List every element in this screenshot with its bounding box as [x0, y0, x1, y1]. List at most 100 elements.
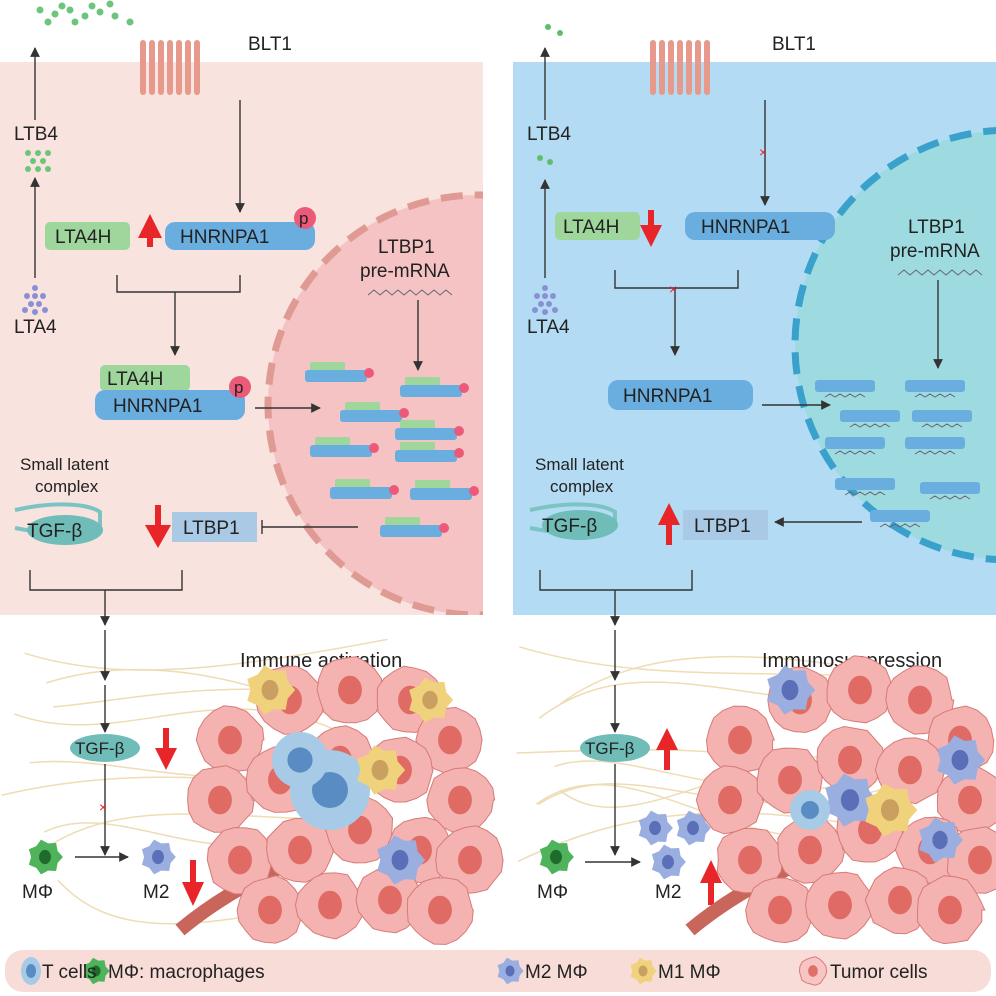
m2-cell — [676, 810, 711, 846]
tumor-cell — [695, 765, 765, 835]
lta4-dot — [550, 293, 556, 299]
tumor-cell — [916, 875, 986, 945]
transmembrane-helix — [686, 40, 692, 95]
ltb4-dot — [25, 150, 31, 156]
blt1-receptor-icon — [140, 40, 200, 95]
collagen-fiber — [559, 655, 846, 705]
m1-macrophage-nucleus — [880, 799, 900, 821]
hnrnpa1-bar — [815, 380, 875, 392]
phosphate-label: p — [299, 209, 308, 228]
transmembrane-helix — [140, 40, 146, 95]
premrna-label-line2: pre-mRNA — [890, 241, 980, 262]
tumor-cell-nucleus — [888, 885, 912, 915]
complex-lta4h-box — [100, 365, 190, 391]
tumor-cell-nucleus — [318, 890, 342, 920]
macrophage-label: MΦ — [537, 882, 568, 903]
tumor-mass-immunosuppression — [685, 655, 996, 945]
hnrnpa1-premrna-complex — [905, 380, 965, 398]
tumor-cell-nucleus — [728, 725, 752, 755]
lta4-dot — [22, 307, 28, 313]
ltb4-dots — [25, 150, 51, 172]
hnrnpa1-bar — [840, 410, 900, 422]
hnrnpa1-premrna-bound — [815, 380, 980, 528]
premrna-label-line1: LTBP1 — [908, 217, 965, 238]
tumor-cell — [936, 765, 996, 835]
tumor-cell-nucleus — [348, 815, 372, 845]
blocked-x-icon: × — [759, 144, 767, 160]
m2-macrophage — [825, 773, 878, 827]
ltbp1-box — [172, 512, 257, 542]
transmembrane-helix — [668, 40, 674, 95]
macrophage-cell — [539, 839, 574, 875]
tumor-cell — [236, 875, 306, 944]
tumor-cell-nucleus — [208, 785, 232, 815]
legend-label-tumor: Tumor cells — [830, 962, 927, 983]
ltb4-dot — [96, 8, 104, 16]
hnrnpa1-premrna-complex — [912, 410, 972, 428]
tumor-cell-nucleus — [958, 785, 982, 815]
tumor-cell — [316, 656, 385, 724]
hnrnpa1-premrna-complex — [920, 482, 980, 500]
tumor-cell — [195, 705, 265, 772]
premrna-wave — [834, 450, 876, 455]
tumor-cell-nucleus — [288, 835, 312, 865]
tgfb-bottom-ellipse — [580, 734, 650, 762]
ltbp1-down-arrow-icon — [145, 505, 171, 548]
tgfb-bottom-label: TGF-β — [75, 739, 125, 758]
lta4h-label: LTA4H — [563, 217, 619, 238]
ltb4-dot — [51, 10, 59, 18]
ltbp1-label: LTBP1 — [694, 516, 751, 537]
tumor-cell-nucleus — [778, 765, 802, 795]
ltb4-dot — [44, 18, 52, 26]
m2-macrophage-group — [638, 810, 711, 880]
lta4-dot — [538, 301, 544, 307]
hnrnpa1-premrna-complex — [815, 380, 875, 398]
hnrnpa1-bar — [912, 410, 972, 422]
phosphate-icon — [294, 207, 316, 229]
ltb4-dot — [81, 12, 89, 20]
transmembrane-helix — [659, 40, 665, 95]
hnrnpa1-bar — [410, 488, 472, 500]
macrophage-cell-nucleus — [39, 849, 51, 865]
m2-macrophage — [767, 665, 816, 715]
m1-macrophage-icon-nucleus — [638, 965, 648, 977]
transmembrane-helix — [704, 40, 710, 95]
ltb4-dot — [126, 18, 134, 26]
tumor-cell-nucleus — [798, 835, 822, 865]
tumor-cell — [435, 825, 504, 895]
tumor-cell-nucleus — [848, 675, 872, 705]
ltb4-dot — [25, 166, 31, 172]
premrna-wave-icon — [367, 289, 453, 296]
m2-label: M2 — [655, 882, 681, 903]
tumor-cell — [187, 765, 255, 833]
m2-cell — [141, 839, 176, 875]
transmembrane-helix — [167, 40, 173, 95]
hnrnpa1-bar — [870, 510, 930, 522]
complex-phosphate-label: p — [234, 378, 243, 397]
hnrnpa1-box — [685, 212, 835, 240]
ltb4-dot — [106, 0, 114, 8]
slc-label-line1: Small latent — [535, 455, 624, 474]
tumor-cell-nucleus — [768, 895, 792, 925]
tumor-cell-nucleus — [738, 845, 762, 875]
legend-label-m2: M2 MΦ — [525, 962, 588, 983]
lta4-dot — [28, 301, 34, 307]
tumor-cell-nucleus — [338, 675, 362, 705]
m2-down-arrow-icon — [182, 860, 204, 906]
m2-macrophage-nucleus — [951, 749, 969, 771]
lta4-dot — [36, 301, 42, 307]
m2-cell-nucleus — [687, 820, 699, 836]
lta4-dots — [532, 285, 558, 315]
slc-label-line2: complex — [35, 477, 99, 496]
complex-hnrnpa1-box — [95, 390, 245, 420]
transmembrane-helix — [695, 40, 701, 95]
m2-cell — [651, 844, 686, 880]
lta4-dot — [546, 301, 552, 307]
complex-hnrnpa1-label: HNRNPA1 — [113, 396, 202, 417]
hnrnpa1-label: HNRNPA1 — [701, 217, 790, 238]
premrna-wave-icon — [897, 269, 983, 276]
m1-macrophage — [357, 745, 406, 795]
tgfb-label: TGF-β — [27, 521, 82, 542]
m2-macrophage-nucleus — [840, 789, 860, 811]
transmembrane-helix — [677, 40, 683, 95]
